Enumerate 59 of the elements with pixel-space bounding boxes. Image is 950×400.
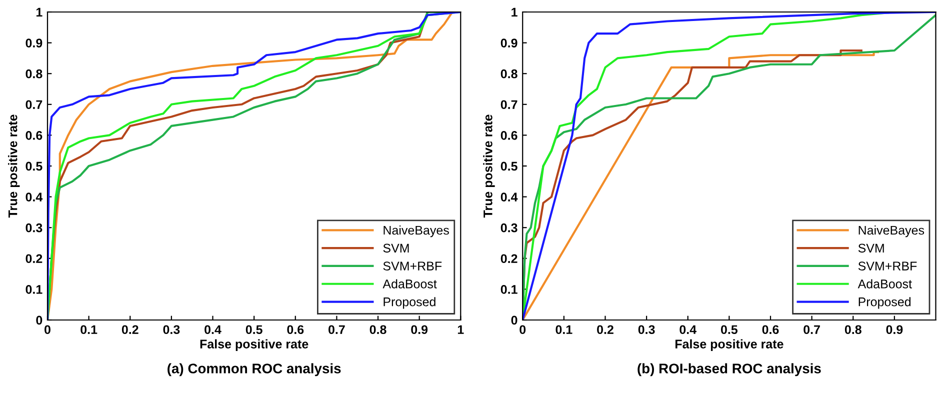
x-tick-label: 0.7	[804, 325, 820, 334]
x-tick-label: 0.9	[886, 325, 903, 334]
x-tick-label: 0.3	[163, 325, 180, 334]
x-tick-label: 0.8	[844, 325, 862, 334]
y-tick-label: 0	[511, 316, 518, 325]
y-tick-label: 0.4	[26, 192, 43, 202]
y-tick-label: 0.7	[26, 100, 42, 110]
y-tick-label: 0.8	[500, 69, 518, 78]
legend-label: AdaBoost	[382, 279, 437, 288]
x-tick-label: 0.2	[122, 325, 138, 334]
text: (a) Common ROC analysis	[168, 363, 341, 376]
legend-label: SVM+RBF	[383, 262, 442, 270]
x-tick-label: 0.5	[246, 325, 262, 334]
y-axis-title: True positive rate	[483, 114, 495, 218]
y-tick-label: 0.1	[26, 285, 42, 294]
x-tick-label: 0.2	[597, 325, 614, 334]
y-tick-label: 0.8	[26, 69, 42, 78]
x-tick-label: 0.8	[370, 325, 386, 334]
y-tick-label: 0.1	[500, 285, 518, 294]
legend-label: NaiveBayes	[384, 225, 449, 238]
legend-label: Proposed	[384, 297, 436, 309]
x-tick-label: 0.3	[638, 325, 655, 334]
y-tick-label: 0.4	[500, 192, 518, 202]
text: (b) ROI-based ROC analysis	[638, 363, 821, 376]
y-tick-label: 0.6	[500, 131, 518, 140]
y-tick-label: 1	[36, 8, 42, 17]
x-tick-label: 0.9	[411, 325, 428, 334]
x-tick-label: 0.1	[80, 325, 98, 334]
legend-label: SVM	[383, 244, 409, 253]
x-tick-label: 0.7	[328, 325, 345, 334]
x-tick-label: 0.4	[680, 325, 696, 334]
x-axis-title: False positive rate	[200, 339, 308, 351]
x-tick-label: 0.6	[762, 325, 779, 334]
y-tick-label: 0.2	[26, 254, 42, 264]
x-tick-label: 0.4	[204, 325, 222, 334]
y-tick-label: 0.9	[500, 38, 518, 48]
x-tick-label: 0.5	[720, 325, 738, 334]
y-tick-label: 0.5	[26, 162, 42, 171]
x-tick-label: 0	[44, 325, 50, 334]
y-tick-label: 1	[512, 8, 518, 17]
y-axis-title: True positive rate	[8, 114, 20, 218]
legend-label: AdaBoost	[858, 279, 912, 288]
legend-label: SVM	[858, 244, 884, 253]
y-tick-label: 0	[36, 316, 42, 325]
x-tick-label: 0.6	[287, 325, 304, 334]
y-tick-label: 0.2	[500, 254, 518, 264]
legend-label: Proposed	[858, 297, 911, 309]
legend-label: NaiveBayes	[858, 225, 924, 238]
y-tick-label: 0.7	[500, 100, 518, 110]
x-axis-title: False positive rate	[675, 339, 784, 351]
legend-label: SVM+RBF	[858, 262, 917, 270]
x-tick-label: 1	[458, 325, 464, 334]
y-tick-label: 0.5	[500, 162, 518, 171]
y-tick-label: 0.3	[500, 223, 518, 232]
x-tick-label: 0	[520, 325, 526, 334]
y-tick-label: 0.3	[26, 223, 42, 232]
y-tick-label: 0.9	[26, 38, 42, 48]
y-tick-label: 0.6	[26, 131, 42, 140]
x-tick-label: 0.1	[556, 325, 572, 334]
